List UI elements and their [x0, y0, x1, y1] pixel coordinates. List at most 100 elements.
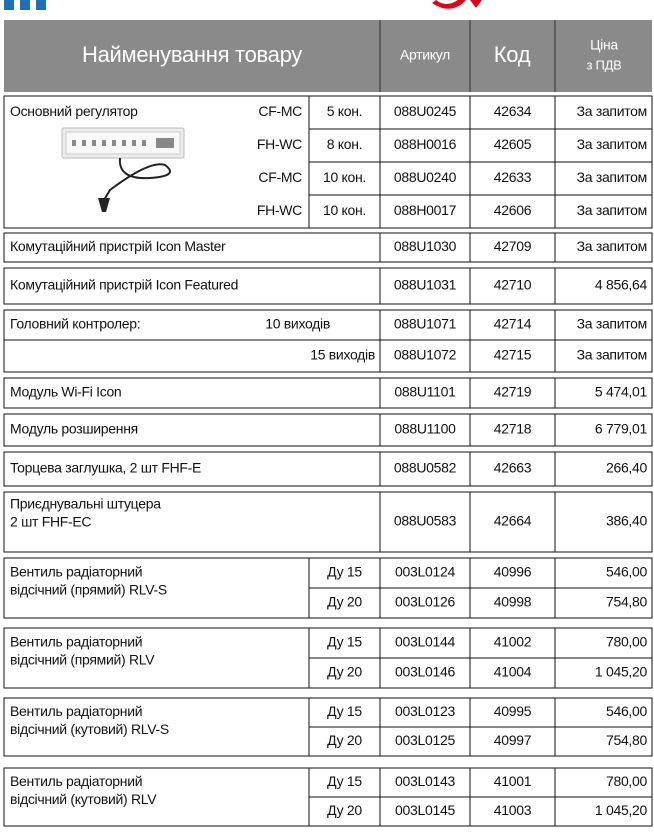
header-article: Артикул — [400, 47, 450, 63]
product-name: Комутаційний пристрій Icon Featured — [10, 277, 238, 293]
price: 5 474,01 — [595, 384, 648, 400]
header-dividers — [379, 20, 556, 92]
option: Ду 15 — [327, 703, 362, 719]
top-decoration — [4, 0, 482, 10]
article: 003L0146 — [395, 664, 455, 680]
model: CF-MC — [258, 169, 302, 185]
option: Ду 20 — [327, 802, 362, 818]
cell-border — [3, 491, 653, 553]
option: 8 кон. — [327, 136, 363, 152]
model: 15 виходів — [310, 347, 375, 363]
article: 088U0245 — [394, 103, 457, 119]
cell-border — [3, 377, 653, 409]
product-name: Модуль розширення — [10, 421, 138, 437]
product-name: відсічний (прямий) RLV — [10, 652, 155, 668]
price: За запитом — [577, 238, 647, 254]
option: Ду 20 — [327, 594, 362, 610]
product-name: Вентиль радіаторний — [10, 703, 142, 719]
option: 10 кон. — [323, 169, 366, 185]
article: 088U0240 — [394, 169, 457, 185]
price: 546,00 — [606, 564, 648, 580]
code: 40995 — [494, 703, 532, 719]
model: FH-WC — [257, 202, 302, 218]
price: 546,00 — [606, 703, 648, 719]
article: 088U1101 — [394, 384, 456, 400]
code: 42664 — [494, 513, 532, 529]
code: 42709 — [494, 238, 532, 254]
code: 41001 — [494, 773, 532, 789]
code: 41004 — [494, 664, 532, 680]
model: FH-WC — [257, 136, 302, 152]
option: Ду 15 — [327, 564, 362, 580]
price: За запитом — [577, 347, 647, 363]
code: 42719 — [494, 384, 532, 400]
article: 088U1031 — [394, 277, 457, 293]
article: 003L0144 — [395, 634, 455, 650]
code: 41002 — [494, 634, 532, 650]
header-price: Ціна — [590, 37, 618, 53]
price: 6 779,01 — [595, 421, 648, 437]
code: 42634 — [494, 103, 532, 119]
option: 5 кон. — [327, 103, 363, 119]
product-name: відсічний (кутовий) RLV-S — [10, 721, 169, 737]
cell-border — [3, 309, 653, 373]
option: Ду 20 — [327, 664, 362, 680]
product-name: Вентиль радіаторний — [10, 773, 142, 789]
header-price: з ПДВ — [587, 57, 622, 72]
article: 088H0017 — [394, 202, 457, 218]
product-name: відсічний (прямий) RLV-S — [10, 582, 167, 598]
product-name: Комутаційний пристрій Icon Master — [10, 238, 226, 254]
price: 4 856,64 — [595, 277, 648, 293]
article: 003L0126 — [395, 594, 455, 610]
price: За запитом — [577, 316, 647, 332]
article: 088U0582 — [394, 460, 457, 476]
model: 10 виходів — [265, 316, 330, 332]
product-name: 2 шт FHF-EC — [10, 514, 91, 530]
price: 780,00 — [606, 773, 648, 789]
product-name: Вентиль радіаторний — [10, 634, 142, 650]
product-name: відсічний (кутовий) RLV — [10, 791, 157, 807]
cell-border — [3, 232, 653, 263]
article: 003L0143 — [395, 773, 455, 789]
article: 003L0125 — [395, 732, 455, 748]
code: 40996 — [494, 564, 532, 580]
price: За запитом — [577, 103, 647, 119]
option: Ду 15 — [327, 634, 362, 650]
product-name: Приєднувальні штуцера — [10, 496, 161, 512]
product-name: Головний контролер: — [10, 316, 140, 332]
header-code: Код — [494, 42, 531, 67]
price: 780,00 — [606, 634, 648, 650]
code: 42718 — [494, 421, 532, 437]
code: 40998 — [494, 594, 532, 610]
code: 42606 — [494, 202, 532, 218]
code: 40997 — [494, 732, 532, 748]
code: 42710 — [494, 277, 532, 293]
price: 754,80 — [606, 732, 648, 748]
option: Ду 15 — [327, 773, 362, 789]
product-name: Вентиль радіаторний — [10, 564, 142, 580]
code: 41003 — [494, 802, 532, 818]
article: 088H0016 — [394, 136, 457, 152]
product-name: Модуль Wi-Fi Icon — [10, 384, 121, 400]
price: 1 045,20 — [595, 802, 648, 818]
article: 003L0124 — [395, 564, 455, 580]
article: 003L0123 — [395, 703, 455, 719]
product-name: Основний регулятор — [10, 103, 138, 119]
price: 386,40 — [606, 513, 648, 529]
option: Ду 20 — [327, 732, 362, 748]
product-image — [61, 127, 185, 212]
article: 088U1030 — [394, 238, 457, 254]
price: 1 045,20 — [595, 664, 648, 680]
model: CF-MC — [258, 103, 302, 119]
article: 088U0583 — [394, 513, 457, 529]
cell-border — [3, 413, 653, 447]
code: 42605 — [494, 136, 532, 152]
price: За запитом — [577, 169, 647, 185]
article: 088U1100 — [394, 421, 456, 437]
product-name: Торцева заглушка, 2 шт FHF-E — [10, 460, 201, 476]
cell-border — [3, 451, 653, 487]
option: 10 кон. — [323, 202, 366, 218]
code: 42715 — [494, 347, 532, 363]
code: 42633 — [494, 169, 532, 185]
